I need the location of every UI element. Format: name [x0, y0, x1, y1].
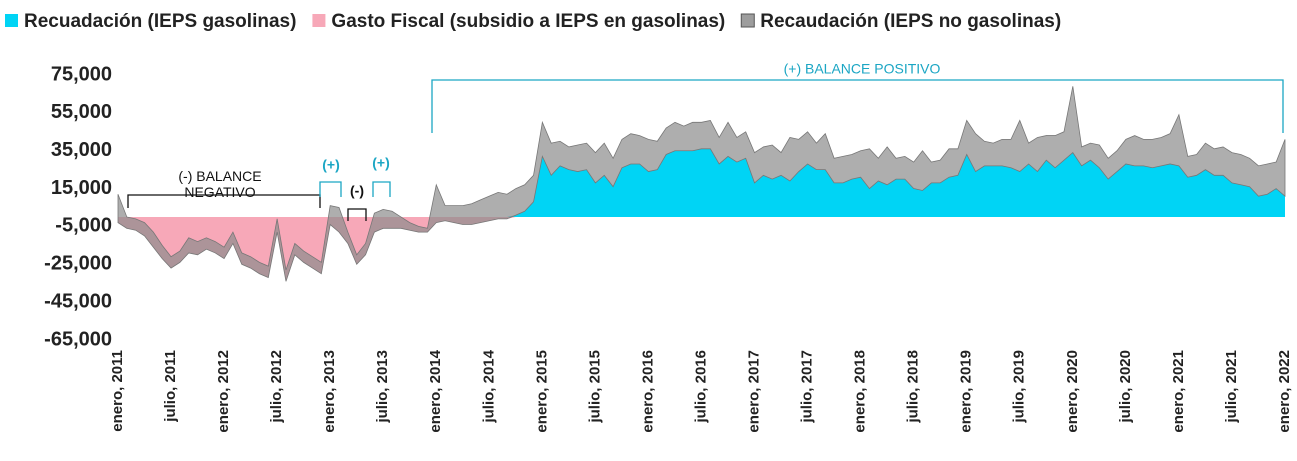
- x-tick-label: julio, 2011: [162, 350, 179, 423]
- x-tick-label: enero, 2019: [958, 350, 975, 433]
- x-tick-label: enero, 2012: [215, 350, 232, 433]
- annotation: (+) BALANCE POSITIVO: [784, 61, 941, 77]
- annotation: (-): [350, 183, 364, 199]
- y-tick-label: 75,000: [51, 63, 112, 85]
- area-no-gasolinas: [117, 86, 1286, 282]
- y-tick-label: -45,000: [44, 290, 112, 312]
- x-tick-label: julio, 2014: [480, 349, 497, 423]
- x-tick-label: enero, 2015: [533, 350, 550, 433]
- x-tick-label: enero, 2016: [639, 350, 656, 433]
- x-tick-label: enero, 2017: [746, 350, 763, 433]
- x-tick-label: julio, 2016: [692, 350, 709, 424]
- x-tick-label: enero, 2020: [1064, 350, 1081, 433]
- x-tick-label: julio, 2017: [799, 350, 816, 424]
- x-tick-label: julio, 2012: [268, 350, 285, 424]
- x-tick-label: enero, 2013: [321, 350, 338, 433]
- x-tick-label: enero, 2014: [427, 349, 444, 432]
- annotation: (-) BALANCE NEGATIVO: [178, 168, 262, 200]
- x-tick-label: enero, 2011: [109, 350, 126, 432]
- annotation-box: (-) BALANCE NEGATIVO: [178, 168, 262, 200]
- legend-swatch: [740, 13, 755, 28]
- legend-label: Recuadación (IEPS gasolinas): [24, 11, 296, 32]
- annotation: (+): [372, 155, 390, 171]
- x-tick-label: julio, 2018: [905, 350, 922, 424]
- x-tick-label: julio, 2015: [586, 350, 603, 424]
- x-tick-label: julio, 2021: [1223, 350, 1240, 424]
- x-tick-label: enero, 2018: [852, 350, 869, 433]
- x-tick-label: julio, 2019: [1011, 350, 1028, 424]
- bracket-negative: [347, 208, 367, 221]
- legend-swatch: [5, 14, 18, 27]
- x-tick-label: julio, 2013: [374, 350, 391, 424]
- annotation: (+): [322, 157, 340, 173]
- bracket-positive: [431, 79, 1284, 133]
- bracket-negative: [127, 194, 321, 208]
- y-tick-label: -5,000: [55, 215, 112, 237]
- y-tick-label: 55,000: [51, 101, 112, 123]
- legend-label: Gasto Fiscal (subsidio a IEPS en gasolin…: [331, 11, 725, 32]
- y-tick-label: 35,000: [51, 139, 112, 161]
- bracket-positive: [319, 181, 342, 197]
- legend-swatch: [312, 14, 326, 27]
- y-tick-label: -25,000: [44, 253, 112, 275]
- legend-label: Recaudación (IEPS no gasolinas): [760, 11, 1061, 32]
- x-tick-label: enero, 2022: [1276, 350, 1293, 433]
- y-tick-label: 15,000: [51, 177, 112, 199]
- bracket-positive: [372, 181, 391, 197]
- y-tick-label: -65,000: [44, 328, 112, 350]
- x-tick-label: enero, 2021: [1170, 350, 1187, 433]
- x-tick-label: julio, 2020: [1117, 350, 1134, 424]
